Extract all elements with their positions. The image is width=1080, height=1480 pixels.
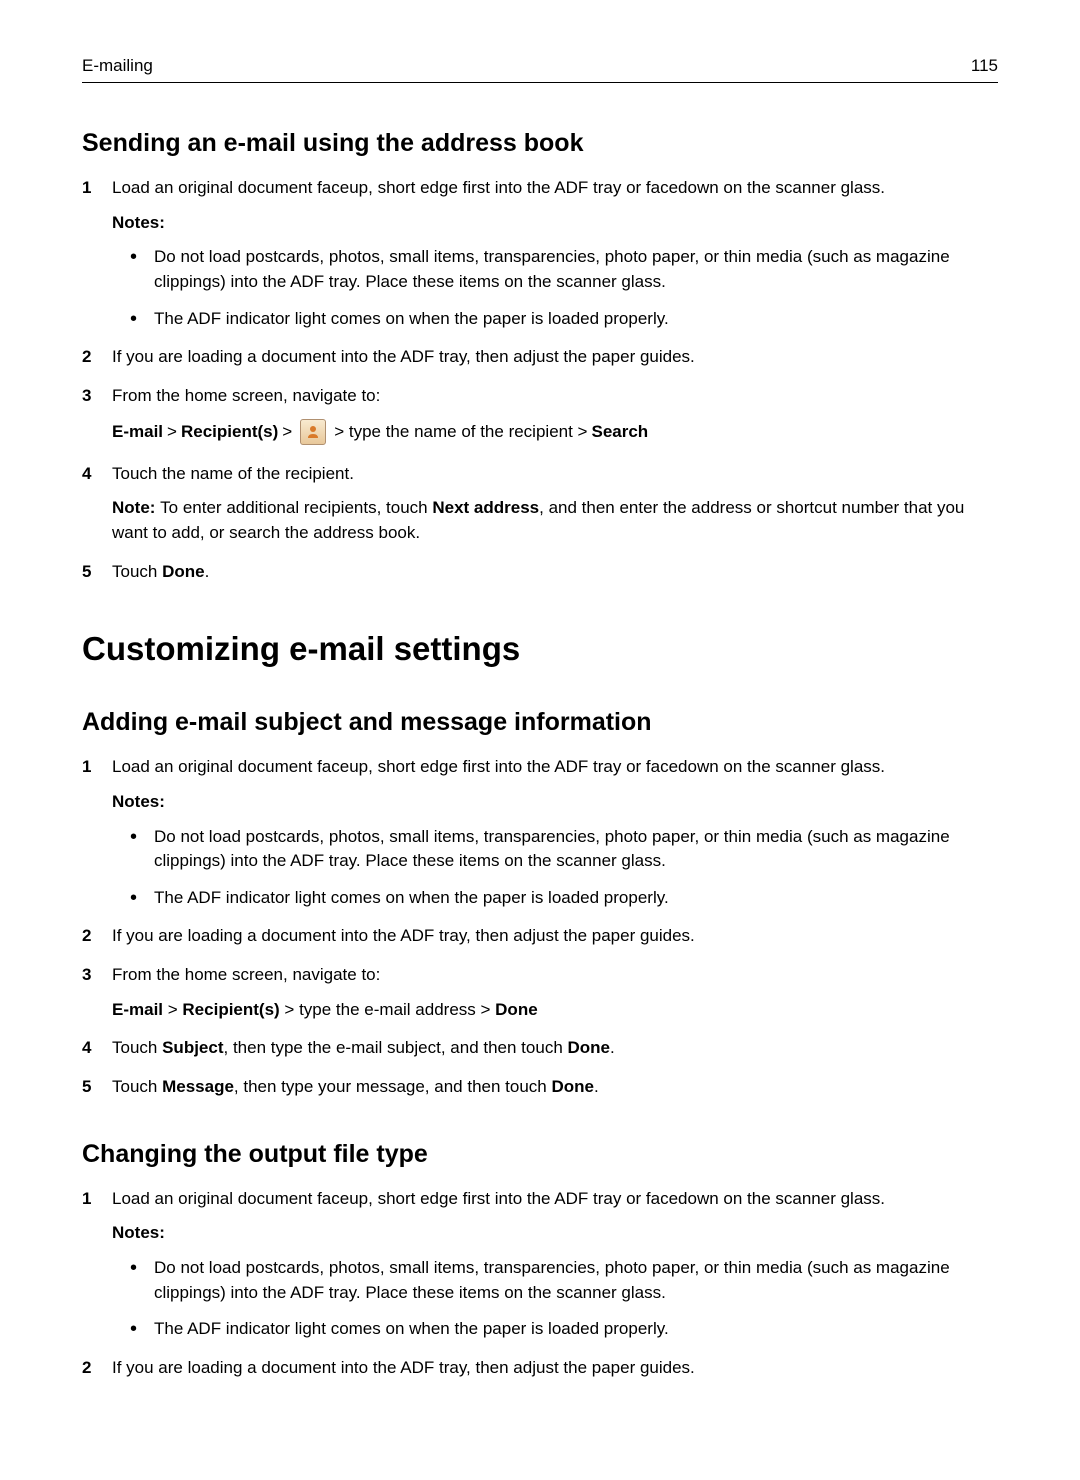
done-label: Done [551, 1077, 594, 1096]
section-heading: Sending an e-mail using the address book [82, 129, 998, 158]
step-number: 1 [82, 176, 91, 201]
step-item: 3 From the home screen, navigate to: E-m… [82, 963, 998, 1022]
notes-label: Notes: [112, 211, 998, 236]
note-item: The ADF indicator light comes on when th… [82, 307, 998, 332]
subject-label: Subject [162, 1038, 223, 1057]
notes-label: Notes: [112, 1221, 998, 1246]
section-heading: Changing the output file type [82, 1140, 998, 1169]
notes-label: Notes: [112, 790, 998, 815]
nav-search: Search [591, 418, 648, 445]
steps-list: 1 Load an original document faceup, shor… [82, 1187, 998, 1381]
notes-list: Do not load postcards, photos, small ite… [82, 825, 998, 911]
step-number: 2 [82, 924, 91, 949]
section-heading: Adding e-mail subject and message inform… [82, 708, 998, 737]
nav-done: Done [495, 1000, 538, 1019]
header-page-number: 115 [971, 56, 998, 76]
step-text: . [610, 1038, 615, 1057]
section-subject-message: Adding e-mail subject and message inform… [82, 708, 998, 1099]
step-number: 4 [82, 1036, 91, 1061]
step-text: , then type the e-mail subject, and then… [224, 1038, 568, 1057]
step-number: 2 [82, 345, 91, 370]
step-text: If you are loading a document into the A… [112, 926, 695, 945]
section-address-book: Sending an e-mail using the address book… [82, 129, 998, 584]
step-text: . [205, 562, 210, 581]
step-item: 4 Touch Subject, then type the e-mail su… [82, 1036, 998, 1061]
step-text: Load an original document faceup, short … [112, 178, 885, 197]
step-text: Touch the name of the recipient. [112, 464, 354, 483]
note-item: The ADF indicator light comes on when th… [82, 1317, 998, 1342]
steps-list: 1 Load an original document faceup, shor… [82, 755, 998, 1099]
note-prefix: Note: [112, 498, 160, 517]
step-text: Touch [112, 562, 162, 581]
navigation-path: E-mail > Recipient(s) > type the e-mail … [112, 998, 998, 1023]
nav-recipients: Recipient(s) [181, 418, 278, 445]
step-text: Load an original document faceup, short … [112, 757, 885, 776]
step-text: Touch [112, 1077, 162, 1096]
section-output-file-type: Changing the output file type 1 Load an … [82, 1140, 998, 1381]
step-item: 5 Touch Done. [82, 560, 998, 585]
message-label: Message [162, 1077, 234, 1096]
running-header: E-mailing 115 [82, 56, 998, 83]
note-item: The ADF indicator light comes on when th… [82, 886, 998, 911]
step-item: 1 Load an original document faceup, shor… [82, 1187, 998, 1342]
step-number: 3 [82, 384, 91, 409]
notes-list: Do not load postcards, photos, small ite… [82, 1256, 998, 1342]
nav-separator: > [282, 418, 292, 445]
page: E-mailing 115 Sending an e-mail using th… [0, 0, 1080, 1480]
nav-separator: > [167, 418, 177, 445]
step-item: 2 If you are loading a document into the… [82, 345, 998, 370]
note-item: Do not load postcards, photos, small ite… [82, 825, 998, 874]
steps-list: 1 Load an original document faceup, shor… [82, 176, 998, 584]
step-text: Touch [112, 1038, 162, 1057]
notes-list: Do not load postcards, photos, small ite… [82, 245, 998, 331]
step-item: 2 If you are loading a document into the… [82, 924, 998, 949]
done-label: Done [568, 1038, 611, 1057]
step-number: 5 [82, 1075, 91, 1100]
step-number: 5 [82, 560, 91, 585]
nav-recipients: Recipient(s) [182, 1000, 279, 1019]
done-label: Done [162, 562, 205, 581]
step-number: 1 [82, 1187, 91, 1212]
nav-email: E-mail [112, 418, 163, 445]
step-item: 5 Touch Message, then type your message,… [82, 1075, 998, 1100]
major-heading: Customizing e-mail settings [82, 630, 998, 668]
next-address-label: Next address [432, 498, 539, 517]
note-text: To enter additional recipients, touch [160, 498, 432, 517]
step-number: 2 [82, 1356, 91, 1381]
note-item: Do not load postcards, photos, small ite… [82, 1256, 998, 1305]
nav-text: > type the name of the recipient > [334, 418, 587, 445]
step-item: 2 If you are loading a document into the… [82, 1356, 998, 1381]
header-section-title: E-mailing [82, 56, 153, 76]
step-text: , then type your message, and then touch [234, 1077, 552, 1096]
step-item: 4 Touch the name of the recipient. Note:… [82, 462, 998, 546]
note-item: Do not load postcards, photos, small ite… [82, 245, 998, 294]
step-number: 1 [82, 755, 91, 780]
step-item: 1 Load an original document faceup, shor… [82, 176, 998, 331]
step-text: From the home screen, navigate to: [112, 965, 380, 984]
step-text: From the home screen, navigate to: [112, 386, 380, 405]
step-text: If you are loading a document into the A… [112, 347, 695, 366]
step-item: 1 Load an original document faceup, shor… [82, 755, 998, 910]
step-number: 4 [82, 462, 91, 487]
nav-separator: > [163, 1000, 182, 1019]
step-text: If you are loading a document into the A… [112, 1358, 695, 1377]
address-book-icon [300, 419, 326, 445]
step-item: 3 From the home screen, navigate to: E-m… [82, 384, 998, 446]
step-number: 3 [82, 963, 91, 988]
step-text: . [594, 1077, 599, 1096]
step-text: Load an original document faceup, short … [112, 1189, 885, 1208]
nav-email: E-mail [112, 1000, 163, 1019]
navigation-path: E-mail > Recipient(s) > > type the name … [112, 418, 998, 445]
nav-text: > type the e-mail address > [280, 1000, 495, 1019]
step-note: Note: To enter additional recipients, to… [112, 496, 998, 545]
